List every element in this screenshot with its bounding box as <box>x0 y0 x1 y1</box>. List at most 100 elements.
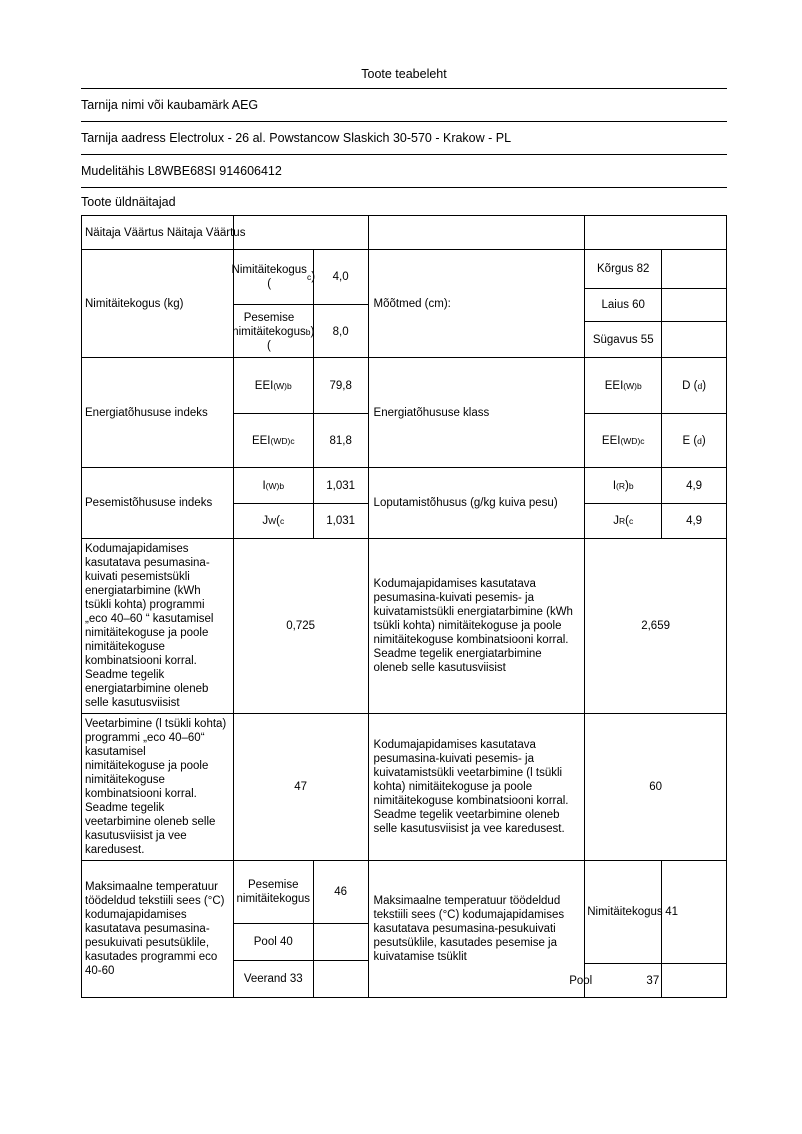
sub-row: J W( c 1,031 <box>233 503 368 538</box>
sub-row: Pesemise nimitäitekogus(b) 8,0 <box>232 304 368 358</box>
row-label-right-text: Maksimaalne temperatuur töödeldud teksti… <box>373 895 565 963</box>
temperature-sub-table-right: Nimitäitekogus 41 Pool 37 <box>569 861 726 997</box>
row-water-consumption: Veetarbimine (l tsükli kohta) programmi … <box>82 713 726 860</box>
table-header-row: Näitaja Väärtus Näitaja Väärtus <box>82 216 726 249</box>
sub-row: EEI (WD) c 81,8 <box>233 413 368 468</box>
sub-label: EEI (WD) c <box>251 435 295 447</box>
sub-label: J R( c <box>613 515 634 527</box>
header-empty-cell-2 <box>367 216 585 249</box>
row-label-text: Maksimaalne temperatuur töödeldud teksti… <box>85 881 225 977</box>
sub-label: Sügavus 55 <box>592 333 654 346</box>
sub-value: 8,0 <box>312 305 368 358</box>
sub-row: Nimitäitekogus 41 <box>585 861 726 963</box>
sub-label-pool: Pool 37 <box>569 964 661 997</box>
sub-row: Sügavus 55 <box>585 321 726 357</box>
sub-row: Veerand 33 <box>233 960 368 997</box>
pool-label: Pool <box>569 974 593 987</box>
header-empty-cell-1 <box>233 216 368 249</box>
row-energy-consumption: Kodumajapidamises kasutatava pesumasina-… <box>82 538 726 713</box>
sub-label: Laius 60 <box>601 299 645 311</box>
row-label-right: Energiatõhususe klass <box>367 358 585 467</box>
row-label-right-text: Kodumajapidamises kasutatava pesumasina-… <box>373 578 573 674</box>
value-cell: 60 <box>649 781 662 793</box>
row-label-right: Kodumajapidamises kasutatava pesumasina-… <box>367 714 585 860</box>
sub-label: Pesemise nimitäitekogus <box>236 879 311 905</box>
sub-row: Kõrgus 82 <box>585 250 726 288</box>
section-title: Toote üldnäitajad <box>81 194 176 209</box>
sub-label: Kõrgus 82 <box>597 263 650 275</box>
sub-row: EEI (WD) c E (d) <box>585 413 726 468</box>
sub-value: 41 <box>661 861 726 963</box>
sub-row: Nimitäitekogus(c) 4,0 <box>231 250 368 304</box>
value-cell: 2,659 <box>641 620 670 632</box>
sub-value: E (d) <box>661 414 726 468</box>
sub-label: EEI (WD) c <box>601 435 645 447</box>
sub-value: D (d) <box>661 358 726 413</box>
energy-class-sub-table: EEI (W) b D (d) EEI (WD) c E (d) <box>584 358 726 468</box>
sub-value: 4,9 <box>661 468 726 503</box>
row-label-right-text: Kodumajapidamises kasutatava pesumasina-… <box>373 739 569 835</box>
row-label-right: Kodumajapidamises kasutatava pesumasina-… <box>367 539 585 713</box>
sub-label: Nimitäitekogus <box>587 906 663 918</box>
sub-row: EEI (W) b 79,8 <box>234 358 368 413</box>
washing-index-sub-table: I (W) b 1,031 J W( c 1,031 <box>232 468 368 538</box>
sub-row: J R( c 4,9 <box>585 503 726 538</box>
temperature-sub-table: Pesemise nimitäitekogus 46 Pool 40 Veera… <box>232 861 368 997</box>
water-value-cell-wrap-right: 60 <box>584 714 726 860</box>
sub-row: I (W) b 1,031 <box>234 468 368 503</box>
capacity-sub-table: Nimitäitekogus(c) 4,0 Pesemise nimitäitek… <box>231 250 368 358</box>
sub-value-empty <box>661 964 726 997</box>
sub-label: I (R) b <box>612 479 634 492</box>
sub-label: EEI (W) b <box>604 379 642 392</box>
sub-label: Pool 40 <box>253 936 293 948</box>
sub-value: 81,8 <box>312 414 368 468</box>
value-cell: 0,725 <box>286 620 316 632</box>
row-label: Nimitäitekogus (kg) <box>85 297 184 310</box>
sub-value-empty <box>312 924 368 960</box>
row-label-right: Mõõtmed (cm): <box>367 250 585 357</box>
sub-value: 46 <box>312 861 368 923</box>
supplier-address-row: Tarnija aadress Electrolux - 26 al. Pows… <box>81 122 727 155</box>
sub-value-empty <box>312 961 368 997</box>
sub-value: 4,9 <box>661 504 726 538</box>
row-label: Maksimaalne temperatuur töödeldud teksti… <box>82 861 233 997</box>
row-label: Veetarbimine (l tsükli kohta) programmi … <box>82 714 233 860</box>
sub-label: J W( c <box>262 515 285 527</box>
sub-value-empty <box>661 322 726 357</box>
sub-value: 1,031 <box>312 468 368 503</box>
sub-value: 4,0 <box>312 250 368 304</box>
row-label: Energiatõhususe indeks <box>85 406 208 419</box>
sub-value: 1,031 <box>312 504 368 538</box>
sub-row: Pool 40 <box>233 923 368 960</box>
header-parameter-value-labels: Näitaja Väärtus Näitaja Väärtus <box>85 226 246 239</box>
doc-title: Toote teabeleht <box>81 0 727 89</box>
row-label-right: Maksimaalne temperatuur töödeldud teksti… <box>367 861 585 997</box>
product-spec-table: Näitaja Väärtus Näitaja Väärtus Nimitäit… <box>81 215 727 998</box>
pool-value: 37 <box>646 974 660 987</box>
sub-row: Pool 37 <box>569 963 726 997</box>
supplier-name-row: Tarnija nimi või kaubamärk AEG <box>81 89 727 122</box>
sub-row: Pesemise nimitäitekogus 46 <box>234 861 368 923</box>
rinsing-sub-table: I (R) b 4,9 J R( c 4,9 <box>584 468 726 538</box>
row-max-temperature: Maksimaalne temperatuur töödeldud teksti… <box>82 860 726 997</box>
row-energy-efficiency-index: Energiatõhususe indeks EEI (W) b 79,8 EEI(… <box>82 357 726 468</box>
value-cell: 47 <box>294 781 308 793</box>
row-washing-efficiency-index: Pesemistõhususe indeks I (W) b 1,031 J W( c… <box>82 467 726 538</box>
row-label: Pesemistõhususe indeks <box>85 497 213 509</box>
model-id-row: Mudelitähis L8WBE68SI 914606412 <box>81 155 727 188</box>
row-label: Kodumajapidamises kasutatava pesumasina-… <box>82 539 233 713</box>
sub-row: I (R) b 4,9 <box>585 468 726 503</box>
sub-label: Veerand 33 <box>243 973 303 985</box>
document-content: Toote teabeleht Tarnija nimi või kaubamä… <box>81 0 727 998</box>
row-rated-capacity: Nimitäitekogus (kg) Nimitäitekogus(c) 4,… <box>82 249 726 358</box>
sub-label: Nimitäitekogus(c) <box>231 264 316 290</box>
row-label-text: Veetarbimine (l tsükli kohta) programmi … <box>85 718 227 856</box>
header-empty-cell-3 <box>584 216 726 249</box>
sub-label: EEI (W) b <box>254 379 292 392</box>
water-value-cell-wrap: 47 <box>232 714 368 860</box>
energy-value-cell-wrap: 0,725 <box>232 539 368 713</box>
sub-value-empty <box>661 289 726 321</box>
energy-value-cell-wrap-right: 2,659 <box>584 539 726 713</box>
dimensions-sub-table: Kõrgus 82 Laius 60 Sügavus 55 <box>584 250 726 357</box>
sub-value-empty <box>661 250 726 288</box>
